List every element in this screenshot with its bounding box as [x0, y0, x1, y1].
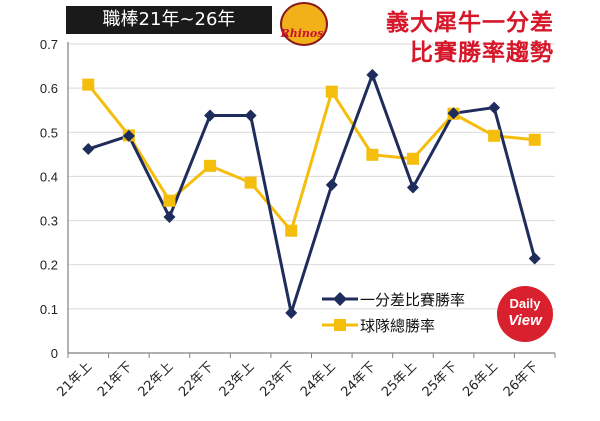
y-tick-label: 0.3 [40, 214, 58, 229]
period-tag: 職棒21年~26年 [66, 6, 272, 34]
chart-title: 義大犀牛一分差 比賽勝率趨勢 [330, 8, 554, 68]
x-tick-label: 25年下 [420, 359, 461, 400]
rhinos-logo: Rhinos [276, 0, 328, 46]
data-point-overall [285, 224, 298, 237]
data-point-overall [82, 78, 95, 91]
x-tick-label: 24年下 [339, 359, 380, 400]
data-point-one-run [488, 101, 501, 114]
logo-text: Rhinos [280, 27, 324, 40]
x-tick-label: 23年上 [217, 359, 258, 400]
y-tick-label: 0 [51, 346, 58, 361]
data-point-one-run [82, 143, 95, 156]
x-tick-label: 21年上 [54, 359, 95, 400]
data-point-overall [163, 194, 176, 207]
data-point-one-run [447, 107, 460, 120]
data-point-overall [528, 133, 541, 146]
data-point-one-run [366, 68, 379, 81]
data-point-overall [244, 176, 257, 189]
data-point-one-run [406, 181, 419, 194]
square-marker-icon [322, 319, 358, 331]
x-tick-label: 25年上 [379, 359, 420, 400]
data-point-one-run [163, 211, 176, 224]
data-point-one-run [325, 178, 338, 191]
data-point-one-run [122, 129, 135, 142]
legend: 一分差比賽勝率 球隊總勝率 [322, 286, 465, 338]
data-point-one-run [528, 252, 541, 265]
data-point-overall [325, 85, 338, 98]
legend-label-one-run: 一分差比賽勝率 [360, 290, 466, 309]
y-tick-label: 0.2 [40, 258, 58, 273]
y-tick-label: 0.5 [40, 125, 58, 140]
title-line-2: 比賽勝率趨勢 [410, 40, 554, 66]
badge-line-2: View [508, 312, 542, 329]
series-line-overall [87, 83, 535, 233]
legend-label-overall: 球隊總勝率 [360, 316, 436, 335]
data-point-overall [406, 152, 419, 165]
x-tick-label: 22年下 [176, 359, 217, 400]
x-tick-label: 26年上 [460, 359, 501, 400]
data-point-one-run [204, 109, 217, 122]
data-point-overall [204, 159, 217, 172]
title-line-1: 義大犀牛一分差 [386, 10, 554, 36]
diamond-marker-icon [322, 292, 358, 306]
y-tick-label: 0.4 [40, 169, 58, 184]
data-point-overall [488, 129, 501, 142]
legend-item-overall: 球隊總勝率 [322, 312, 465, 338]
dailyview-badge: Daily View [497, 286, 553, 342]
rhino-mascot-icon [280, 2, 328, 46]
y-tick-label: 0.6 [40, 81, 58, 96]
x-tick-label: 24年上 [298, 359, 339, 400]
y-tick-label: 0.1 [40, 302, 58, 317]
series-line-one-run [87, 73, 537, 315]
x-tick-label: 26年下 [501, 359, 542, 400]
y-tick-label: 0.7 [40, 37, 58, 52]
data-point-one-run [285, 306, 298, 319]
x-tick-label: 22年上 [136, 359, 177, 400]
x-tick-label: 21年下 [95, 359, 136, 400]
data-point-overall [366, 148, 379, 161]
badge-line-1: Daily [509, 296, 541, 311]
x-tick-label: 23年下 [257, 359, 298, 400]
data-point-one-run [244, 109, 257, 122]
legend-item-one-run: 一分差比賽勝率 [322, 286, 465, 312]
